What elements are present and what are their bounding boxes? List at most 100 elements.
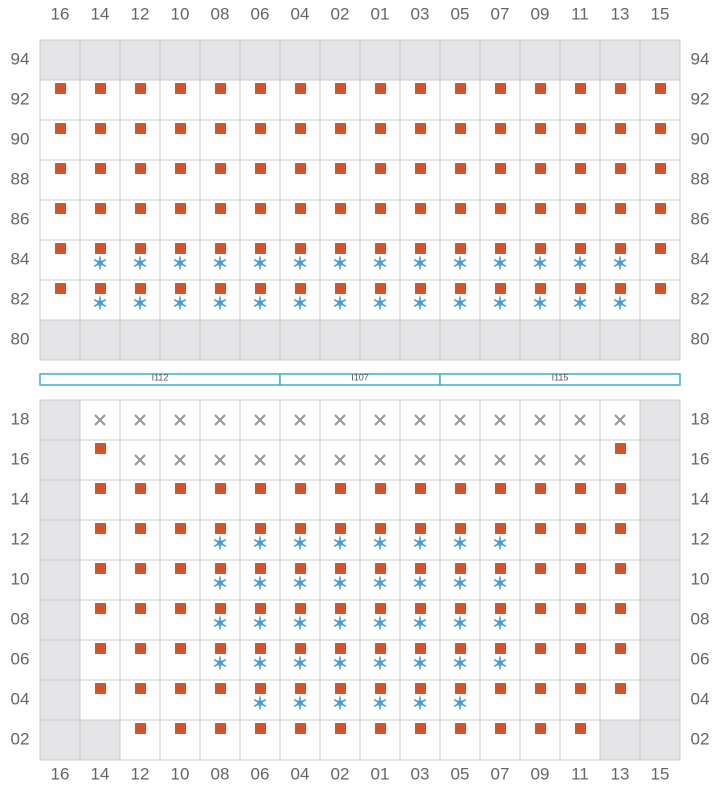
cell [39,559,81,601]
snowflake-icon [454,656,466,670]
row-label: 88 [691,169,710,188]
snowflake-core [376,299,383,306]
occupied-marker [255,683,266,694]
occupied-marker [535,523,546,534]
occupied-marker [615,603,626,614]
snowflake-stroke [254,699,266,707]
snowflake-icon [334,256,346,270]
occupied-marker [95,243,106,254]
row-label: 94 [691,49,710,68]
cell [159,39,201,81]
snowflake-core [416,299,423,306]
row-label: 02 [11,729,30,748]
occupied-marker [655,163,666,174]
cell [39,719,81,761]
occupied-marker [655,243,666,254]
snowflake-stroke [534,299,546,307]
occupied-marker [215,683,226,694]
column-label: 07 [491,764,510,783]
occupied-marker [535,563,546,574]
cell [519,39,561,81]
occupied-marker [375,163,386,174]
blocked-stroke [294,414,306,426]
snowflake-core [256,259,263,266]
occupied-marker [455,643,466,654]
snowflake-core [376,699,383,706]
occupied-marker [535,83,546,94]
occupied-marker [415,83,426,94]
occupied-marker [175,603,186,614]
snowflake-icon [254,616,266,630]
occupied-marker [375,643,386,654]
snowflake-icon [134,296,146,310]
occupied-marker [335,723,346,734]
occupied-marker [495,243,506,254]
snowflake-stroke [374,579,386,587]
snowflake-core [376,659,383,666]
blocked-stroke [534,414,546,426]
snowflake-icon [294,536,306,550]
cell [119,559,161,601]
blocked-stroke [134,414,146,426]
cell [319,39,361,81]
snowflake-core [576,259,583,266]
snowflake-stroke [94,259,106,267]
occupied-marker [255,643,266,654]
snowflake-stroke [494,259,506,267]
snowflake-icon [334,576,346,590]
occupied-marker [295,83,306,94]
row-label: 88 [11,169,30,188]
cell [559,39,601,81]
snowflake-icon [214,536,226,550]
blocked-icon [574,414,586,426]
occupied-marker [415,203,426,214]
cell [559,319,601,361]
row-label: 10 [11,569,30,588]
snowflake-icon [94,256,106,270]
cell [399,39,441,81]
snowflake-core [416,539,423,546]
cell [39,39,81,81]
blocked-icon [454,454,466,466]
blocked-icon [534,414,546,426]
snowflake-core [336,299,343,306]
snowflake-core [217,619,224,626]
snowflake-core [336,619,343,626]
snowflake-stroke [254,619,266,627]
snowflake-icon [134,256,146,270]
snowflake-core [456,659,463,666]
snowflake-icon [374,256,386,270]
snowflake-core [456,619,463,626]
occupied-marker [495,603,506,614]
occupied-marker [495,283,506,294]
blocked-icon [494,454,506,466]
occupied-marker [215,243,226,254]
blocked-icon [374,414,386,426]
snowflake-stroke [494,539,506,547]
occupied-marker [215,643,226,654]
occupied-marker [575,563,586,574]
snowflake-icon [334,656,346,670]
blocked-stroke [94,414,106,426]
blocked-stroke [494,454,506,466]
snowflake-icon [574,296,586,310]
snowflake-icon [414,616,426,630]
blocked-stroke [454,414,466,426]
occupied-marker [495,483,506,494]
occupied-marker [95,443,106,454]
occupied-marker [575,683,586,694]
occupied-marker [575,123,586,134]
cell [119,39,161,81]
snowflake-stroke [414,579,426,587]
occupied-marker [615,83,626,94]
snowflake-stroke [374,699,386,707]
occupied-marker [375,603,386,614]
snowflake-core [217,659,224,666]
snowflake-stroke [214,659,226,667]
cell [519,719,561,761]
occupied-marker [95,683,106,694]
row-label: 14 [691,489,710,508]
column-label: 16 [51,764,70,783]
snowflake-core [496,259,503,266]
snowflake-icon [334,536,346,550]
